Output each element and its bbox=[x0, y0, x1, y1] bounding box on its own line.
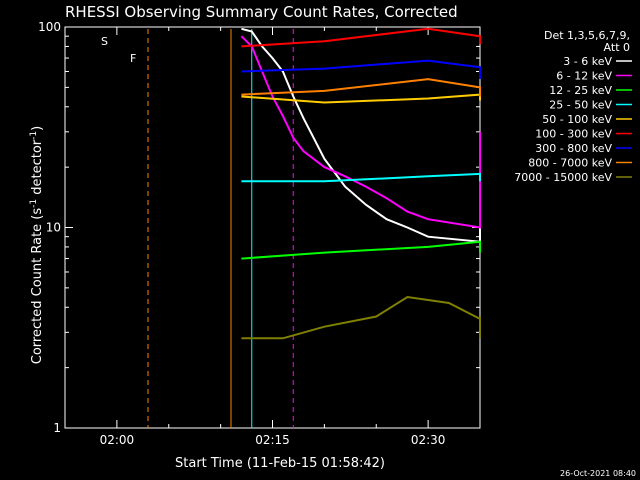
legend-label-3-6-kev: 3 - 6 keV bbox=[563, 55, 612, 68]
x-tick-label-2: 02:30 bbox=[411, 433, 446, 447]
legend-header-2: Att 0 bbox=[604, 41, 630, 54]
y-tick-label-2: 100 bbox=[38, 20, 61, 34]
legend-label-100-300-kev: 100 - 300 keV bbox=[535, 128, 612, 141]
legend-label-800-7000-kev: 800 - 7000 keV bbox=[528, 157, 612, 170]
series-line-300-800-kev bbox=[241, 59, 481, 80]
event-markers bbox=[147, 29, 294, 428]
series-line-7000-15000-kev bbox=[241, 295, 481, 340]
series-line-50-100-kev bbox=[241, 92, 481, 104]
series-line-100-300-kev bbox=[241, 27, 481, 48]
x-tick-label-0: 02:00 bbox=[100, 433, 135, 447]
y-axis-label: Corrected Count Rate (s-1 detector-1) bbox=[29, 126, 45, 364]
legend-label-50-100-kev: 50 - 100 keV bbox=[542, 113, 612, 126]
data-series bbox=[240, 27, 481, 340]
legend-label-12-25-kev: 12 - 25 keV bbox=[549, 84, 612, 97]
plot-frame bbox=[64, 26, 481, 429]
y-tick-label-1: 10 bbox=[46, 221, 61, 235]
x-tick-label-1: 02:15 bbox=[255, 433, 290, 447]
legend-label-25-50-kev: 25 - 50 keV bbox=[549, 99, 612, 112]
footer-timestamp: 26-Oct-2021 08:40 bbox=[560, 469, 636, 478]
legend-label-300-800-kev: 300 - 800 keV bbox=[535, 142, 612, 155]
series-line-800-7000-kev bbox=[241, 78, 481, 97]
annotation-s: S bbox=[101, 35, 108, 48]
chart-title: RHESSI Observing Summary Count Rates, Co… bbox=[65, 3, 458, 21]
y-tick-label-0: 1 bbox=[53, 421, 61, 435]
series-line-25-50-kev bbox=[241, 172, 481, 183]
y-axis-label-sup1: -1 bbox=[29, 199, 39, 208]
legend-label-7000-15000-kev: 7000 - 15000 keV bbox=[514, 171, 612, 184]
legend: Det 1,3,5,6,7,9, Att 0 3 - 6 keV 6 - 12 k… bbox=[514, 29, 632, 184]
y-axis-label-sup2: -1 bbox=[29, 131, 39, 140]
series-line-6-12-kev bbox=[240, 35, 481, 229]
series-line-3-6-kev bbox=[241, 27, 481, 247]
y-axis-label-end: ) bbox=[30, 126, 45, 131]
series-line-12-25-kev bbox=[241, 240, 481, 260]
annotation-f: F bbox=[130, 52, 136, 65]
y-axis-label-part1: Corrected Count Rate (s bbox=[30, 208, 45, 365]
x-axis-label: Start Time (11-Feb-15 01:58:42) bbox=[175, 456, 385, 471]
y-axis-label-mid: detector bbox=[30, 139, 45, 199]
legend-label-6-12-kev: 6 - 12 keV bbox=[556, 70, 612, 83]
axis-ticks: 02:00 02:15 02:30 1 10 100 bbox=[38, 20, 481, 447]
legend-header-1: Det 1,3,5,6,7,9, bbox=[544, 29, 630, 42]
